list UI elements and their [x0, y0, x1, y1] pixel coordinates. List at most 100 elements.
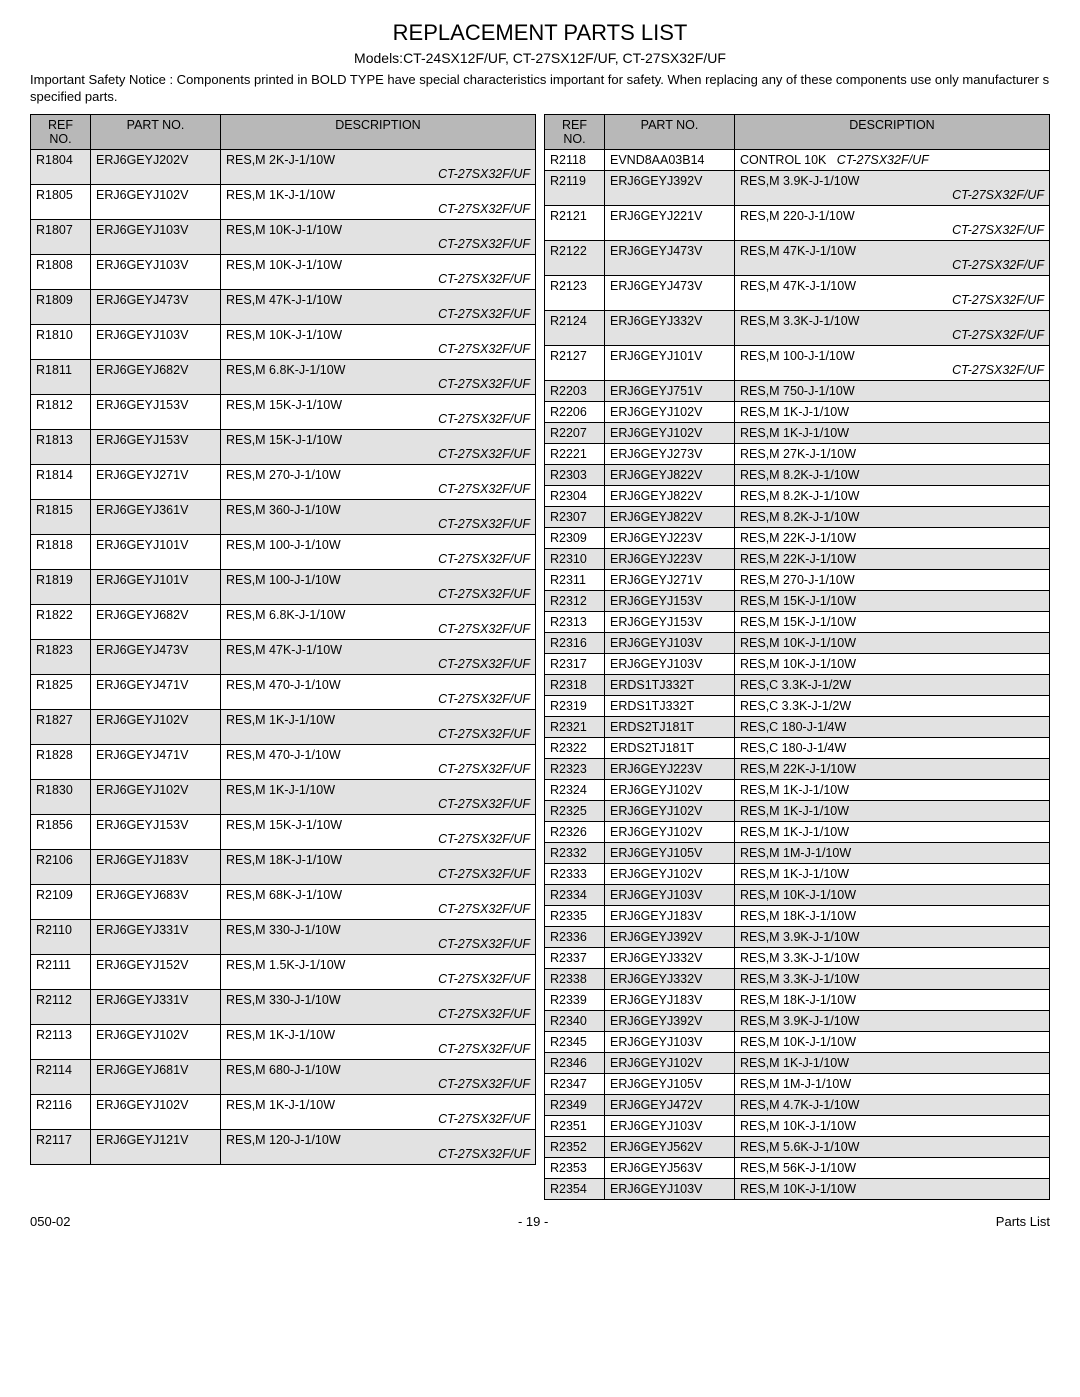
cell-part: ERJ6GEYJ152V — [91, 954, 221, 989]
table-row: R2346ERJ6GEYJ102VRES,M 1K-J-1/10W — [545, 1052, 1050, 1073]
cell-ref: R2303 — [545, 464, 605, 485]
cell-ref: R2319 — [545, 695, 605, 716]
table-header-row: REF NO. PART NO. DESCRIPTION — [31, 114, 536, 149]
cell-desc: RES,M 68K-J-1/10WCT-27SX32F/UF — [221, 884, 536, 919]
cell-part: ERJ6GEYJ471V — [91, 744, 221, 779]
cell-desc: RES,M 47K-J-1/10WCT-27SX32F/UF — [221, 639, 536, 674]
cell-desc: RES,M 22K-J-1/10W — [735, 758, 1050, 779]
table-row: R2351ERJ6GEYJ103VRES,M 10K-J-1/10W — [545, 1115, 1050, 1136]
cell-desc: RES,M 47K-J-1/10WCT-27SX32F/UF — [735, 240, 1050, 275]
table-row: R2332ERJ6GEYJ105VRES,M 1M-J-1/10W — [545, 842, 1050, 863]
cell-part: ERJ6GEYJ153V — [605, 611, 735, 632]
cell-part: ERJ6GEYJ103V — [605, 1178, 735, 1199]
cell-part: ERJ6GEYJ751V — [605, 380, 735, 401]
cell-desc: RES,M 1K-J-1/10W — [735, 1052, 1050, 1073]
cell-part: ERJ6GEYJ103V — [605, 632, 735, 653]
cell-ref: R1814 — [31, 464, 91, 499]
cell-part: ERJ6GEYJ473V — [605, 240, 735, 275]
cell-ref: R2335 — [545, 905, 605, 926]
table-row: R2114ERJ6GEYJ681VRES,M 680-J-1/10WCT-27S… — [31, 1059, 536, 1094]
cell-ref: R1815 — [31, 499, 91, 534]
table-row: R1810ERJ6GEYJ103VRES,M 10K-J-1/10WCT-27S… — [31, 324, 536, 359]
cell-part: ERJ6GEYJ101V — [91, 569, 221, 604]
cell-part: ERJ6GEYJ563V — [605, 1157, 735, 1178]
cell-part: ERJ6GEYJ105V — [605, 1073, 735, 1094]
cell-part: ERJ6GEYJ102V — [605, 800, 735, 821]
cell-ref: R2353 — [545, 1157, 605, 1178]
cell-desc: RES,M 10K-J-1/10W — [735, 1115, 1050, 1136]
table-row: R1825ERJ6GEYJ471VRES,M 470-J-1/10WCT-27S… — [31, 674, 536, 709]
cell-desc: RES,M 1K-J-1/10W — [735, 401, 1050, 422]
cell-part: ERDS1TJ332T — [605, 695, 735, 716]
cell-part: ERDS1TJ332T — [605, 674, 735, 695]
table-row: R2339ERJ6GEYJ183VRES,M 18K-J-1/10W — [545, 989, 1050, 1010]
table-row: R2303ERJ6GEYJ822VRES,M 8.2K-J-1/10W — [545, 464, 1050, 485]
header-part: PART NO. — [605, 114, 735, 149]
table-row: R1822ERJ6GEYJ682VRES,M 6.8K-J-1/10WCT-27… — [31, 604, 536, 639]
header-ref: REF NO. — [545, 114, 605, 149]
cell-part: ERJ6GEYJ102V — [605, 401, 735, 422]
table-row: R2110ERJ6GEYJ331VRES,M 330-J-1/10WCT-27S… — [31, 919, 536, 954]
cell-desc: RES,M 8.2K-J-1/10W — [735, 506, 1050, 527]
table-row: R2123ERJ6GEYJ473VRES,M 47K-J-1/10WCT-27S… — [545, 275, 1050, 310]
cell-ref: R2116 — [31, 1094, 91, 1129]
cell-ref: R1828 — [31, 744, 91, 779]
cell-ref: R2111 — [31, 954, 91, 989]
cell-desc: RES,C 3.3K-J-1/2W — [735, 674, 1050, 695]
cell-ref: R2122 — [545, 240, 605, 275]
cell-desc: RES,M 1M-J-1/10W — [735, 1073, 1050, 1094]
cell-desc: RES,M 1K-J-1/10WCT-27SX32F/UF — [221, 779, 536, 814]
cell-desc: RES,M 1K-J-1/10W — [735, 800, 1050, 821]
cell-ref: R2221 — [545, 443, 605, 464]
cell-ref: R2110 — [31, 919, 91, 954]
cell-part: ERJ6GEYJ103V — [605, 1115, 735, 1136]
cell-ref: R1811 — [31, 359, 91, 394]
cell-desc: RES,M 15K-J-1/10W — [735, 611, 1050, 632]
cell-part: ERJ6GEYJ223V — [605, 527, 735, 548]
table-header-row: REF NO. PART NO. DESCRIPTION — [545, 114, 1050, 149]
cell-ref: R2127 — [545, 345, 605, 380]
cell-part: ERJ6GEYJ102V — [605, 422, 735, 443]
header-desc: DESCRIPTION — [221, 114, 536, 149]
cell-ref: R1827 — [31, 709, 91, 744]
table-row: R2221ERJ6GEYJ273VRES,M 27K-J-1/10W — [545, 443, 1050, 464]
table-row: R2117ERJ6GEYJ121VRES,M 120-J-1/10WCT-27S… — [31, 1129, 536, 1164]
table-row: R2333ERJ6GEYJ102VRES,M 1K-J-1/10W — [545, 863, 1050, 884]
cell-ref: R2121 — [545, 205, 605, 240]
cell-ref: R1825 — [31, 674, 91, 709]
cell-ref: R2334 — [545, 884, 605, 905]
cell-part: ERJ6GEYJ392V — [605, 926, 735, 947]
cell-part: ERJ6GEYJ473V — [605, 275, 735, 310]
cell-desc: RES,M 3.9K-J-1/10WCT-27SX32F/UF — [735, 170, 1050, 205]
cell-ref: R2324 — [545, 779, 605, 800]
table-row: R2310ERJ6GEYJ223VRES,M 22K-J-1/10W — [545, 548, 1050, 569]
table-row: R2340ERJ6GEYJ392VRES,M 3.9K-J-1/10W — [545, 1010, 1050, 1031]
cell-part: ERJ6GEYJ102V — [91, 1094, 221, 1129]
cell-desc: RES,M 1K-J-1/10WCT-27SX32F/UF — [221, 1094, 536, 1129]
table-row: R1809ERJ6GEYJ473VRES,M 47K-J-1/10WCT-27S… — [31, 289, 536, 324]
cell-ref: R2112 — [31, 989, 91, 1024]
table-row: R1812ERJ6GEYJ153VRES,M 15K-J-1/10WCT-27S… — [31, 394, 536, 429]
cell-desc: RES,M 1K-J-1/10WCT-27SX32F/UF — [221, 184, 536, 219]
cell-ref: R1818 — [31, 534, 91, 569]
cell-desc: RES,M 270-J-1/10WCT-27SX32F/UF — [221, 464, 536, 499]
cell-part: ERJ6GEYJ332V — [605, 968, 735, 989]
table-row: R2325ERJ6GEYJ102VRES,M 1K-J-1/10W — [545, 800, 1050, 821]
cell-desc: RES,M 10K-J-1/10W — [735, 884, 1050, 905]
cell-part: ERJ6GEYJ103V — [91, 219, 221, 254]
cell-desc: RES,M 3.3K-J-1/10W — [735, 968, 1050, 989]
cell-ref: R2345 — [545, 1031, 605, 1052]
table-row: R2113ERJ6GEYJ102VRES,M 1K-J-1/10WCT-27SX… — [31, 1024, 536, 1059]
footer-left: 050-02 — [30, 1214, 70, 1229]
cell-ref: R2321 — [545, 716, 605, 737]
cell-part: ERJ6GEYJ103V — [605, 653, 735, 674]
cell-part: ERJ6GEYJ121V — [91, 1129, 221, 1164]
cell-desc: RES,M 18K-J-1/10WCT-27SX32F/UF — [221, 849, 536, 884]
table-row: R2124ERJ6GEYJ332VRES,M 3.3K-J-1/10WCT-27… — [545, 310, 1050, 345]
cell-ref: R2349 — [545, 1094, 605, 1115]
cell-part: ERJ6GEYJ331V — [91, 919, 221, 954]
table-columns: REF NO. PART NO. DESCRIPTION R1804ERJ6GE… — [30, 114, 1050, 1200]
cell-ref: R1808 — [31, 254, 91, 289]
table-row: R1856ERJ6GEYJ153VRES,M 15K-J-1/10WCT-27S… — [31, 814, 536, 849]
footer-center: - 19 - — [518, 1214, 548, 1229]
